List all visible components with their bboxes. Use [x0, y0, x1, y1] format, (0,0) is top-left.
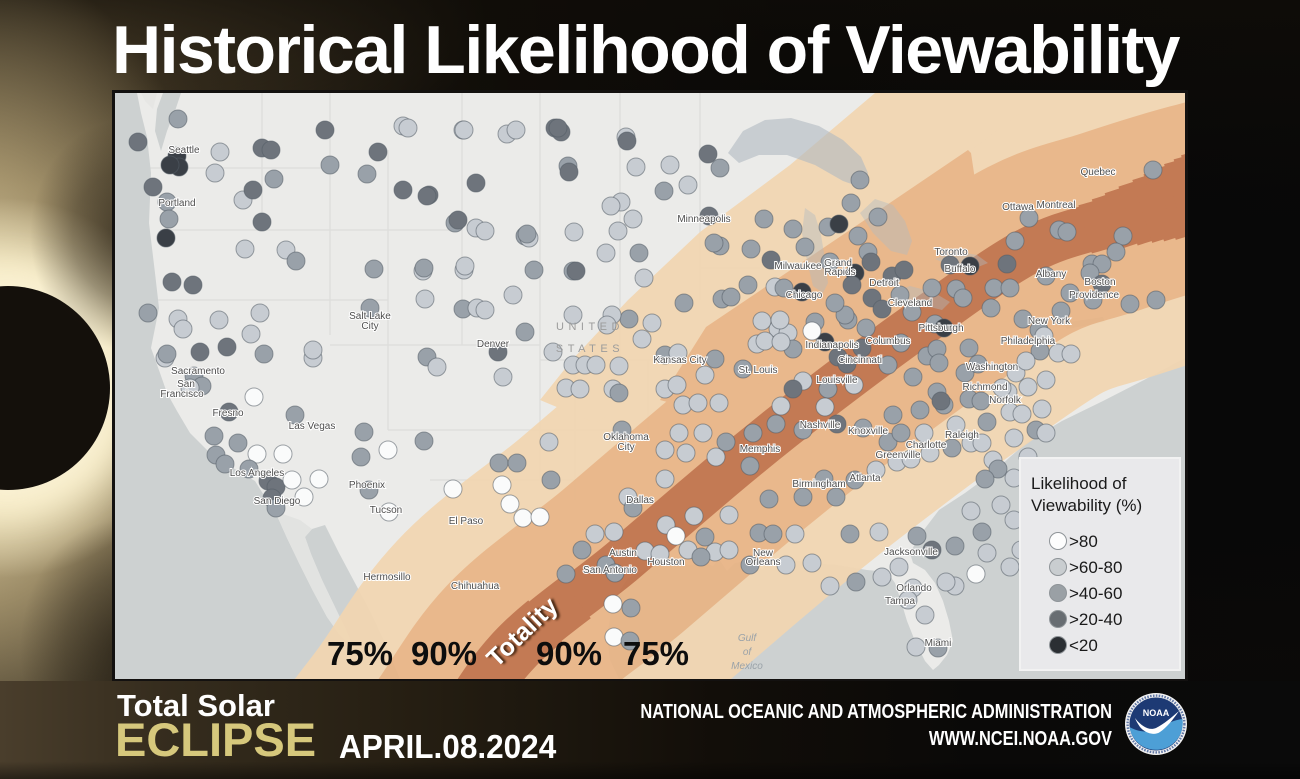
svg-text:Albany: Albany [1036, 269, 1067, 280]
svg-text:Cincinnati: Cincinnati [838, 355, 882, 366]
svg-text:Providence: Providence [1069, 290, 1119, 301]
svg-text:UNITED: UNITED [556, 321, 624, 333]
svg-text:Quebec: Quebec [1080, 167, 1115, 178]
svg-text:Houston: Houston [647, 557, 684, 568]
svg-text:Boston: Boston [1084, 277, 1115, 288]
svg-text:New York: New York [1028, 316, 1071, 327]
svg-text:Orlando: Orlando [896, 583, 932, 594]
svg-text:St. Louis: St. Louis [739, 365, 778, 376]
svg-text:Oklahoma: Oklahoma [603, 432, 649, 443]
svg-text:of: of [743, 647, 753, 658]
svg-text:Memphis: Memphis [740, 444, 781, 455]
svg-text:Louisville: Louisville [816, 375, 858, 386]
svg-text:Los Angeles: Los Angeles [230, 468, 285, 479]
svg-text:Chicago: Chicago [786, 290, 823, 301]
svg-text:Gulf: Gulf [738, 633, 758, 644]
svg-text:Rapids: Rapids [824, 267, 855, 278]
svg-text:Grand: Grand [824, 258, 852, 269]
svg-text:Toronto: Toronto [934, 247, 968, 258]
svg-text:Buffalo: Buffalo [945, 264, 976, 275]
svg-text:Milwaukee: Milwaukee [774, 261, 822, 272]
svg-text:Atlanta: Atlanta [849, 473, 881, 484]
svg-text:Washington: Washington [966, 362, 1018, 373]
svg-text:Salt Lake: Salt Lake [349, 311, 391, 322]
svg-text:Seattle: Seattle [168, 145, 200, 156]
svg-text:Hermosillo: Hermosillo [363, 572, 411, 583]
svg-text:90%: 90% [536, 635, 602, 672]
svg-text:San Antonio: San Antonio [583, 565, 637, 576]
svg-text:NOAA: NOAA [1143, 708, 1170, 718]
svg-text:Likelihood of: Likelihood of [1031, 474, 1127, 493]
svg-text:<20: <20 [1069, 636, 1098, 655]
svg-text:Mexico: Mexico [731, 661, 763, 672]
svg-text:Fresno: Fresno [212, 408, 244, 419]
svg-text:90%: 90% [411, 635, 477, 672]
svg-text:City: City [361, 321, 378, 332]
svg-text:Knoxville: Knoxville [848, 426, 888, 437]
svg-text:Columbus: Columbus [865, 336, 910, 347]
svg-text:Miami: Miami [925, 638, 952, 649]
svg-text:Cleveland: Cleveland [888, 298, 932, 309]
svg-text:Chihuahua: Chihuahua [451, 581, 500, 592]
svg-text:Denver: Denver [477, 339, 510, 350]
svg-text:El Paso: El Paso [449, 516, 484, 527]
svg-text:Charlotte: Charlotte [906, 440, 947, 451]
svg-text:Orleans: Orleans [745, 557, 780, 568]
svg-text:STATES: STATES [556, 343, 624, 355]
svg-text:Pittsburgh: Pittsburgh [918, 323, 963, 334]
svg-text:Las Vegas: Las Vegas [289, 421, 336, 432]
svg-text:Tampa: Tampa [885, 596, 915, 607]
svg-text:Austin: Austin [609, 548, 637, 559]
svg-text:Phoenix: Phoenix [349, 480, 385, 491]
svg-text:Nashville: Nashville [800, 420, 841, 431]
svg-text:Raleigh: Raleigh [945, 430, 979, 441]
svg-text:Tucson: Tucson [370, 505, 402, 516]
svg-text:>20-40: >20-40 [1069, 610, 1122, 629]
svg-text:Detroit: Detroit [869, 278, 899, 289]
svg-text:Viewability (%): Viewability (%) [1031, 496, 1142, 515]
svg-text:Dallas: Dallas [626, 495, 654, 506]
svg-text:Portland: Portland [158, 198, 195, 209]
svg-text:Ottawa: Ottawa [1002, 202, 1034, 213]
svg-text:Norfolk: Norfolk [989, 395, 1022, 406]
svg-text:Sacramento: Sacramento [171, 366, 225, 377]
svg-text:>60-80: >60-80 [1069, 558, 1122, 577]
svg-text:Jacksonville: Jacksonville [884, 547, 938, 558]
svg-text:Philadelphia: Philadelphia [1001, 336, 1056, 347]
svg-text:City: City [617, 442, 634, 453]
svg-text:Montreal: Montreal [1037, 200, 1076, 211]
svg-text:Birmingham: Birmingham [792, 479, 845, 490]
svg-text:San Diego: San Diego [254, 496, 301, 507]
svg-text:Richmond: Richmond [962, 382, 1007, 393]
svg-text:Francisco: Francisco [160, 389, 204, 400]
svg-text:>80: >80 [1069, 532, 1098, 551]
svg-text:75%: 75% [623, 635, 689, 672]
svg-text:Greenville: Greenville [875, 450, 920, 461]
svg-text:New: New [753, 548, 774, 559]
svg-text:Kansas City: Kansas City [653, 355, 706, 366]
svg-text:San: San [177, 379, 195, 390]
svg-text:Indianapolis: Indianapolis [805, 340, 858, 351]
svg-text:Minneapolis: Minneapolis [677, 214, 730, 225]
svg-text:75%: 75% [327, 635, 393, 672]
svg-text:>40-60: >40-60 [1069, 584, 1122, 603]
